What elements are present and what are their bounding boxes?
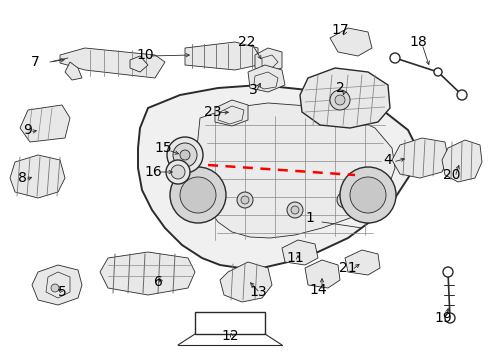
Polygon shape <box>138 85 417 268</box>
Text: 18: 18 <box>408 35 426 49</box>
Circle shape <box>389 53 399 63</box>
Text: 9: 9 <box>23 123 32 137</box>
Text: 12: 12 <box>221 329 238 343</box>
Polygon shape <box>262 55 278 68</box>
Circle shape <box>173 143 197 167</box>
Polygon shape <box>220 262 271 302</box>
Circle shape <box>433 68 441 76</box>
Polygon shape <box>441 140 481 182</box>
Polygon shape <box>253 72 278 89</box>
Circle shape <box>171 165 184 179</box>
Circle shape <box>51 284 59 292</box>
Polygon shape <box>100 252 195 295</box>
Circle shape <box>241 196 248 204</box>
Polygon shape <box>254 48 282 72</box>
Text: 21: 21 <box>339 261 356 275</box>
Circle shape <box>339 167 395 223</box>
Circle shape <box>349 177 385 213</box>
Polygon shape <box>10 155 65 198</box>
Text: 7: 7 <box>31 55 40 69</box>
Circle shape <box>336 192 352 208</box>
Circle shape <box>170 167 225 223</box>
Polygon shape <box>196 103 394 238</box>
Polygon shape <box>130 56 148 72</box>
Text: 20: 20 <box>442 168 460 182</box>
Bar <box>195 312 264 334</box>
Polygon shape <box>329 28 371 56</box>
Polygon shape <box>215 100 247 126</box>
Text: 13: 13 <box>249 285 266 299</box>
Polygon shape <box>32 265 82 305</box>
Polygon shape <box>46 272 70 298</box>
Polygon shape <box>345 250 379 275</box>
Circle shape <box>286 202 303 218</box>
Polygon shape <box>299 68 389 128</box>
Text: 17: 17 <box>330 23 348 37</box>
Circle shape <box>329 90 349 110</box>
Circle shape <box>442 267 452 277</box>
Polygon shape <box>184 42 258 70</box>
Polygon shape <box>305 260 339 288</box>
Circle shape <box>180 150 190 160</box>
Text: 14: 14 <box>308 283 326 297</box>
Circle shape <box>444 313 454 323</box>
Polygon shape <box>218 106 244 124</box>
Text: 1: 1 <box>305 211 314 225</box>
Circle shape <box>456 90 466 100</box>
Circle shape <box>237 192 252 208</box>
Text: 19: 19 <box>433 311 451 325</box>
Polygon shape <box>65 62 82 80</box>
Text: 6: 6 <box>153 275 162 289</box>
Text: 11: 11 <box>285 251 303 265</box>
Text: 15: 15 <box>154 141 171 155</box>
Circle shape <box>340 196 348 204</box>
Polygon shape <box>282 240 317 265</box>
Text: 4: 4 <box>383 153 391 167</box>
Polygon shape <box>247 65 285 92</box>
Circle shape <box>290 206 298 214</box>
Text: 23: 23 <box>204 105 221 119</box>
Text: 10: 10 <box>136 48 154 62</box>
Text: 8: 8 <box>18 171 26 185</box>
Polygon shape <box>60 48 164 78</box>
Text: 16: 16 <box>144 165 162 179</box>
Polygon shape <box>391 138 447 178</box>
Circle shape <box>180 177 216 213</box>
Polygon shape <box>20 105 70 142</box>
Circle shape <box>165 160 190 184</box>
Circle shape <box>167 137 203 173</box>
Text: 2: 2 <box>335 81 344 95</box>
Text: 22: 22 <box>238 35 255 49</box>
Text: 5: 5 <box>58 285 66 299</box>
Text: 3: 3 <box>248 83 257 97</box>
Circle shape <box>334 95 345 105</box>
